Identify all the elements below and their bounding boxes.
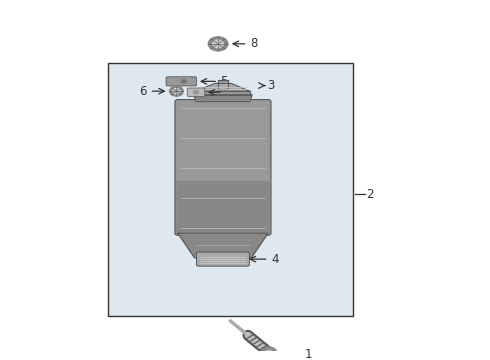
Circle shape — [172, 89, 180, 94]
Text: 5: 5 — [220, 75, 228, 88]
Text: 7: 7 — [225, 86, 233, 99]
Text: 8: 8 — [250, 37, 257, 50]
FancyBboxPatch shape — [176, 181, 270, 234]
FancyBboxPatch shape — [166, 77, 196, 86]
Text: 4: 4 — [271, 253, 278, 266]
Polygon shape — [196, 91, 250, 95]
Bar — [108, 63, 353, 316]
FancyBboxPatch shape — [175, 100, 271, 235]
Circle shape — [261, 347, 277, 358]
Circle shape — [208, 37, 228, 51]
Polygon shape — [178, 233, 268, 258]
Circle shape — [213, 40, 223, 48]
Polygon shape — [196, 84, 250, 91]
Circle shape — [181, 79, 187, 84]
FancyBboxPatch shape — [187, 88, 205, 96]
Text: 2: 2 — [367, 188, 374, 201]
Circle shape — [193, 90, 199, 94]
Text: 1: 1 — [305, 348, 312, 360]
Polygon shape — [218, 80, 228, 89]
Text: 3: 3 — [267, 79, 274, 92]
Circle shape — [265, 350, 273, 355]
Text: 6: 6 — [140, 85, 147, 98]
Circle shape — [170, 86, 183, 96]
FancyBboxPatch shape — [196, 252, 249, 266]
Polygon shape — [194, 95, 252, 102]
